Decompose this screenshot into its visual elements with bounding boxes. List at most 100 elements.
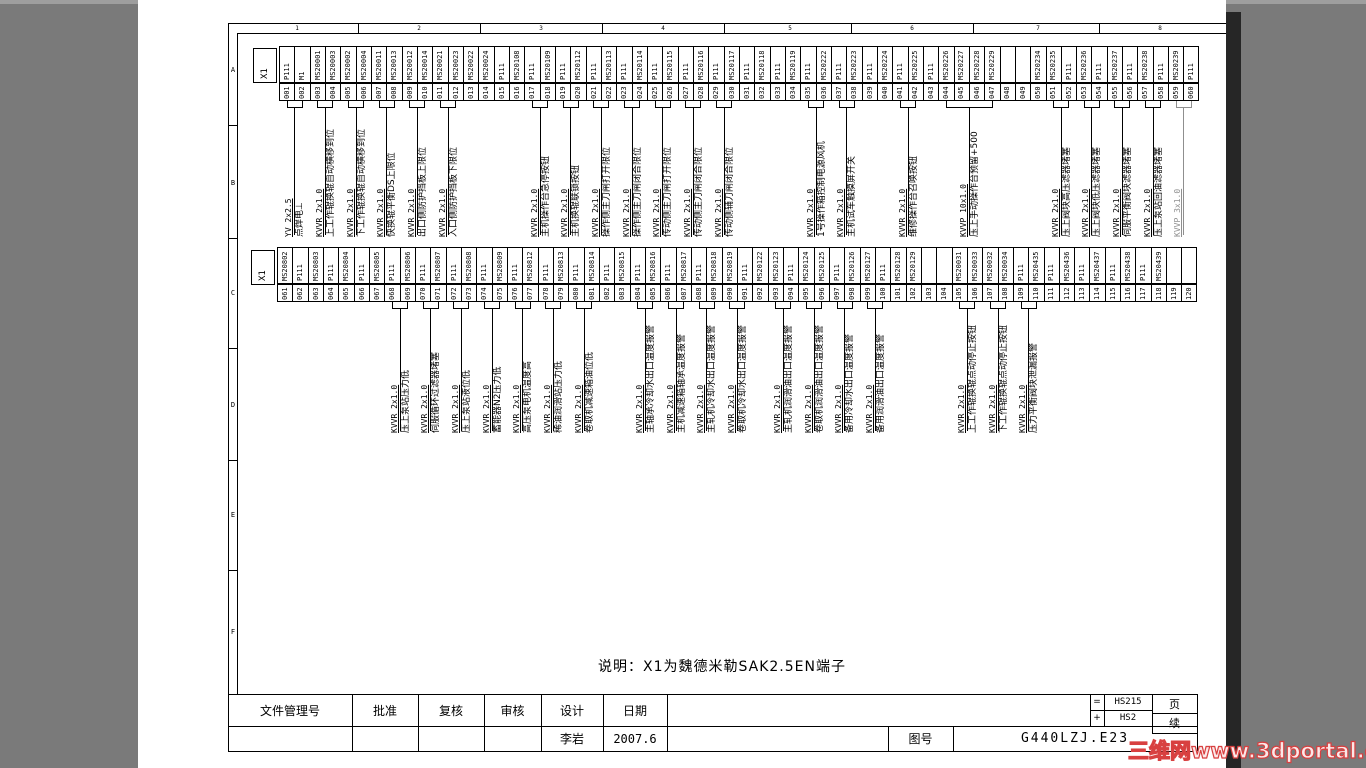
terminal-separator [724,46,725,83]
terminal-separator [1046,46,1047,83]
terminal-number: 088 [694,287,703,300]
terminal-separator [1183,83,1184,101]
page-label: 页 [1169,697,1180,711]
cable-bracket [839,101,855,108]
terminal-number: 032 [758,86,767,99]
terminal-separator [768,247,769,284]
terminal-number: 012 [451,86,460,99]
terminal-number: 050 [1034,86,1043,99]
cable-line [645,309,646,431]
terminal-separator [1000,46,1001,83]
cable-type-label: KVVR 2x1.0 [804,384,813,433]
terminal-separator [739,46,740,83]
cable-type-label: KVVR 2x1.0 [696,384,705,433]
frame-zone-number: 3 [539,25,543,32]
terminal-signal-name: P111 [834,63,843,80]
terminal-separator [676,284,677,302]
terminal-number: 080 [572,287,581,300]
terminal-signal-name: MS20228 [972,50,981,80]
terminal-number: 038 [850,86,859,99]
terminal-separator [356,83,357,101]
terminal-separator [310,46,311,83]
terminal-number: 004 [328,86,337,99]
cable-bracket [440,101,456,108]
terminal-separator [476,284,477,302]
drawing-sheet: 文件管理号 批准 复核 审核 设计 日期 李岩 2007.6 图号 G440LZ… [138,0,1226,768]
cable-bracket [563,101,579,108]
terminal-number: 031 [742,86,751,99]
terminal-separator [432,46,433,83]
terminal-separator [660,284,661,302]
frame-zone-tick [228,460,237,461]
terminal-separator [831,46,832,83]
cable-bracket [946,101,993,108]
terminal-separator [1166,247,1167,284]
terminal-number: 078 [541,287,550,300]
terminal-number: 001 [282,86,291,99]
terminal-signal-name: MS20817 [679,251,688,281]
cable-type-label: KVVR 2x1.0 [420,384,429,433]
terminal-separator [430,247,431,284]
terminal-signal-name: P111 [296,264,305,281]
terminal-number: 103 [924,287,933,300]
cable-type-label: KVVR 2x1.0 [530,188,539,237]
cable-description-label: 备用润滑油出口温度报警 [876,333,886,433]
terminal-signal-name: MS20229 [988,50,997,80]
frame-zone-number: 6 [910,25,914,32]
terminal-number: 016 [512,86,521,99]
cable-description-label: 压力平衡阀块泄漏报警 [1029,342,1039,433]
terminal-separator [645,284,646,302]
terminal-separator [386,83,387,101]
terminal-number: 060 [1187,86,1196,99]
terminal-separator [599,284,600,302]
terminal-signal-name: P111 [878,264,887,281]
terminal-separator [448,46,449,83]
terminal-separator [952,247,953,284]
terminal-signal-name: MS20114 [635,50,644,80]
terminal-separator [982,284,983,302]
cable-description-label: 主机换辊联锁按钮 [571,164,581,237]
frame-zone-number: 2 [417,25,421,32]
terminal-separator [494,83,495,101]
cable-type-label: KVVR 2x1.0 [591,188,600,237]
terminal-separator [1059,247,1060,284]
terminal-number: 020 [574,86,583,99]
terminal-signal-name: MS20805 [372,251,381,281]
terminal-number: 024 [635,86,644,99]
terminal-separator [1015,46,1016,83]
cable-description-label: 上工作辊换辊点动停止按钮 [968,324,978,433]
cable-description-label: 出口侧防护挡板上限位 [418,146,428,237]
terminal-separator [1122,83,1123,101]
terminal-signal-name: MS20033 [970,251,979,281]
terminal-separator [402,83,403,101]
terminal-signal-name: MS20126 [848,251,857,281]
terminal-separator [292,247,293,284]
terminal-number: 115 [1108,287,1117,300]
terminal-number: 075 [495,287,504,300]
terminal-separator [1105,247,1106,284]
terminal-number: 100 [878,287,887,300]
cable-type-label: KVVR 2x1.0 [865,384,874,433]
terminal-separator [478,83,479,101]
cable-bracket [655,101,671,108]
terminal-separator [509,46,510,83]
cable-type-label: KVVR 2x1.0 [683,188,692,237]
terminal-separator [1091,46,1092,83]
cable-bracket [287,101,303,108]
cable-description-label: 压上阀块高压滤器堵塞 [1062,146,1072,237]
frame-zone-letter: B [230,179,236,187]
cable-description-label: 主机操作台急停按钮 [541,155,551,237]
cable-type-label: KVVR 2x1.0 [574,384,583,433]
terminal-separator [752,247,753,284]
terminal-number: 104 [940,287,949,300]
terminal-separator [662,83,663,101]
terminal-number: 054 [1095,86,1104,99]
terminal-separator [739,83,740,101]
terminal-separator [1074,247,1075,284]
frame-zone-tick [358,23,359,33]
cable-bracket [699,302,715,309]
terminal-separator [1028,247,1029,284]
titleblock-bottom-line [228,751,1197,752]
cable-type-label: KVVR 2x1.0 [957,384,966,433]
frame-zone-number: 8 [1158,25,1162,32]
